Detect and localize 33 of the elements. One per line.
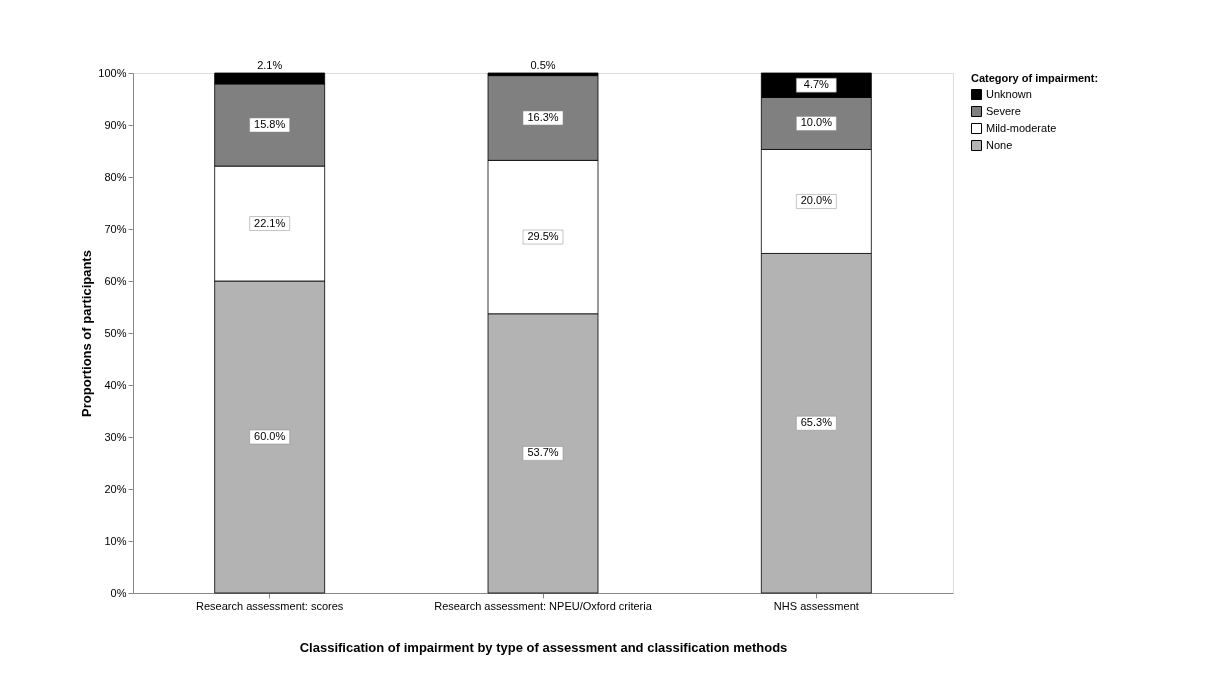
legend-label: Mild-moderate bbox=[986, 121, 1057, 134]
y-tick-label: 10% bbox=[104, 534, 127, 547]
data-label: 60.0% bbox=[254, 430, 286, 442]
y-axis-title: Proportions of participants bbox=[79, 250, 95, 417]
y-tick-label: 50% bbox=[104, 326, 127, 339]
data-label: 65.3% bbox=[800, 416, 833, 429]
y-tick-label: 0% bbox=[110, 586, 127, 599]
legend-label: Unknown bbox=[986, 87, 1032, 100]
data-label: 53.7% bbox=[527, 446, 559, 459]
y-tick-label: 90% bbox=[104, 118, 127, 131]
legend-label: Severe bbox=[986, 104, 1021, 117]
y-tick-label: 70% bbox=[104, 222, 127, 235]
data-label: 22.1% bbox=[254, 216, 286, 229]
x-tick-label: Research assessment: scores bbox=[195, 599, 344, 612]
data-label: 4.7% bbox=[803, 78, 830, 91]
data-label: 16.3% bbox=[527, 110, 559, 123]
legend-title: Category of impairment: bbox=[971, 72, 1099, 84]
x-axis-title: Classification of impairment by type of assessment and classification methods bbox=[299, 639, 788, 655]
y-tick-label: 60% bbox=[104, 274, 127, 287]
y-tick-label: 40% bbox=[104, 378, 127, 391]
data-label: 20.0% bbox=[800, 194, 833, 207]
data-label: 29.5% bbox=[527, 230, 559, 243]
x-tick-label: NHS assessment bbox=[773, 599, 859, 612]
legend-label: None bbox=[986, 138, 1013, 151]
y-tick-label: 30% bbox=[104, 430, 127, 443]
y-tick-label: 100% bbox=[98, 66, 127, 79]
y-tick-label: 20% bbox=[104, 482, 127, 495]
data-label: 0.5% bbox=[530, 59, 556, 71]
y-tick-label: 80% bbox=[104, 170, 127, 183]
data-label: 15.8% bbox=[254, 118, 286, 130]
data-label: 10.0% bbox=[800, 116, 833, 129]
data-label: 2.1% bbox=[257, 59, 283, 71]
x-tick-label: Research assessment: NPEU/Oxford criteria bbox=[434, 599, 653, 612]
